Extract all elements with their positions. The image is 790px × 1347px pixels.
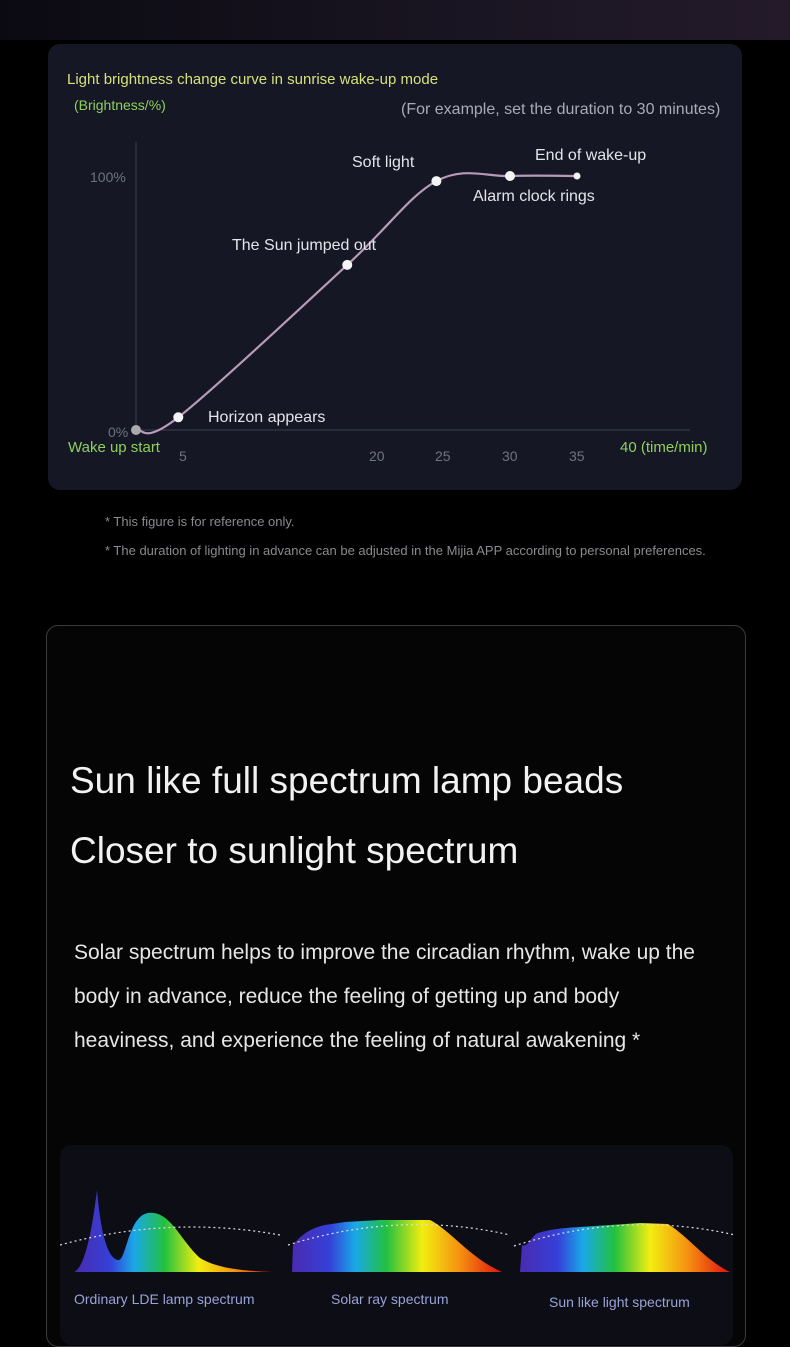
curve-point-5 xyxy=(505,171,515,181)
wake-curve-chart xyxy=(131,142,690,435)
x-start-label: Wake up start xyxy=(68,439,160,456)
brightness-curve xyxy=(135,172,578,435)
x-tick-35: 35 xyxy=(569,448,585,464)
x-tick-20: 20 xyxy=(369,448,385,464)
spectrum-label-ordinary: Ordinary LDE lamp spectrum xyxy=(74,1291,255,1307)
spectrum-description: Solar spectrum helps to improve the circ… xyxy=(74,941,695,1052)
annotation-soft-light: Soft light xyxy=(352,154,415,171)
solar-spectrum-graphic xyxy=(287,1220,511,1272)
annotation-sun-jumped: The Sun jumped out xyxy=(232,237,377,254)
heading-full-spectrum: Sun like full spectrum lamp beads xyxy=(70,760,624,801)
x-tick-5: 5 xyxy=(179,448,187,464)
spectrum-label-sun-like: Sun like light spectrum xyxy=(549,1294,690,1310)
y-axis-label: (Brightness/%) xyxy=(74,97,166,113)
sun-like-spectrum-graphic xyxy=(513,1223,736,1272)
spectrum-graphics xyxy=(59,1190,736,1272)
ordinary-spectrum-graphic xyxy=(59,1190,281,1272)
curve-point-4 xyxy=(431,176,442,187)
curve-point-2 xyxy=(173,412,184,423)
note-duration: * The duration of lighting in advance ca… xyxy=(105,543,706,558)
curve-point-3 xyxy=(342,259,353,270)
curve-point-1 xyxy=(131,425,141,435)
y-tick-100: 100% xyxy=(90,169,126,185)
spectrum-label-solar: Solar ray spectrum xyxy=(331,1291,449,1307)
note-reference: * This figure is for reference only. xyxy=(105,514,295,529)
x-tick-25: 25 xyxy=(435,448,451,464)
annotation-alarm: Alarm clock rings xyxy=(473,188,595,205)
chart-title: Light brightness change curve in sunrise… xyxy=(67,71,439,88)
x-tick-30: 30 xyxy=(502,448,518,464)
annotation-end: End of wake-up xyxy=(535,147,647,164)
y-tick-0: 0% xyxy=(108,424,129,440)
top-background xyxy=(0,0,790,40)
wake-curve-card xyxy=(48,44,742,490)
heading-closer-sunlight: Closer to sunlight spectrum xyxy=(70,830,519,871)
example-note: (For example, set the duration to 30 min… xyxy=(401,101,721,118)
curve-point-6 xyxy=(573,172,581,180)
x-end-label: 40 (time/min) xyxy=(620,439,708,456)
annotation-horizon: Horizon appears xyxy=(208,409,326,426)
